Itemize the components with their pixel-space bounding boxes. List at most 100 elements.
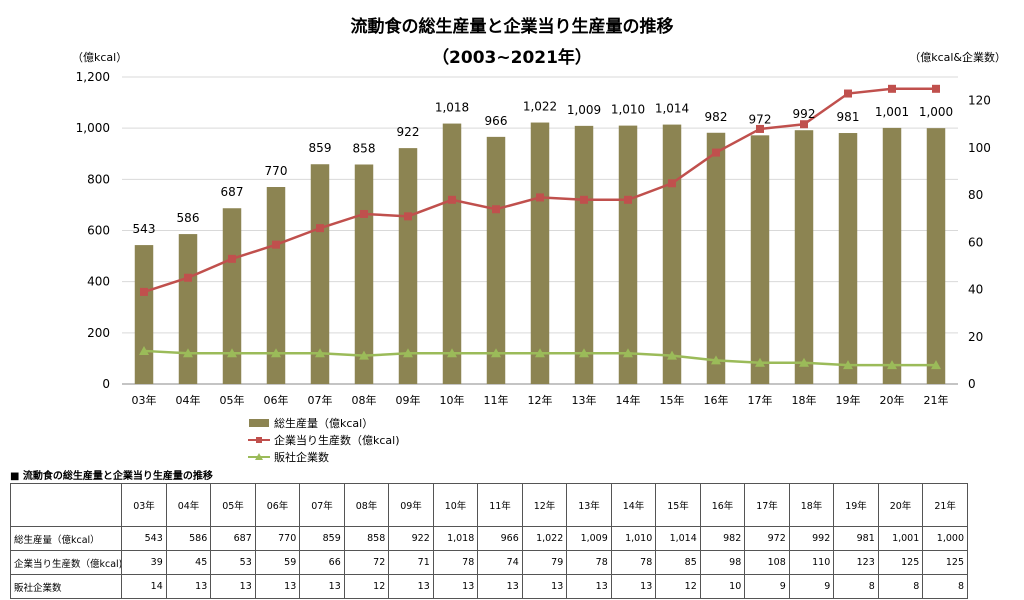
table-header-cell: 19年: [833, 483, 879, 527]
table-cell: 13: [610, 574, 657, 599]
table-row-label: 企業当り生産数（億kcal): [9, 550, 123, 575]
bar: [618, 125, 638, 384]
x-tick-label: 20年: [880, 393, 905, 407]
bar: [750, 135, 770, 384]
x-tick-label: 06年: [264, 393, 289, 407]
table-cell: 45: [165, 550, 212, 575]
table-header-cell: 15年: [655, 483, 701, 527]
chart-legend: 総生産量（億kcal） 企業当り生産数（億kcal) 販社企業数: [248, 414, 400, 465]
legend-item-companies: 販社企業数: [248, 448, 400, 465]
bar-data-label: 982: [705, 110, 728, 124]
y-right-tick-label: 60: [968, 235, 983, 249]
per-company-point: [932, 84, 940, 93]
companies-point: [491, 348, 501, 358]
table-cell: 13: [432, 574, 479, 599]
x-tick-label: 18年: [792, 393, 817, 407]
per-company-point: [712, 148, 720, 157]
table-cell: 992: [788, 526, 835, 551]
table-cell: 770: [254, 526, 301, 551]
bar-data-label: 1,000: [919, 105, 953, 119]
table-cell: 859: [299, 526, 345, 551]
table-header-cell: 07年: [299, 483, 345, 527]
table-cell: 14: [121, 574, 167, 599]
table-header-cell: 06年: [254, 483, 301, 527]
table-cell: 966: [477, 526, 523, 551]
bar: [706, 132, 726, 384]
legend-bar-swatch: [249, 418, 269, 427]
bar: [398, 148, 418, 384]
bar: [486, 136, 506, 384]
bar-data-label: 687: [221, 185, 244, 199]
table-cell: 858: [343, 526, 390, 551]
table-cell: 1,014: [655, 526, 701, 551]
table-cell: 586: [165, 526, 212, 551]
table-header-cell: 14年: [610, 483, 657, 527]
x-tick-label: 17年: [748, 393, 773, 407]
per-company-point: [580, 195, 588, 204]
table-cell: 1,010: [610, 526, 657, 551]
bar-data-label: 981: [837, 110, 860, 124]
table-cell: 123: [833, 550, 879, 575]
legend-item-bars: 総生産量（億kcal）: [248, 414, 400, 431]
bar: [530, 122, 550, 384]
combo-chart: 0 200 400 600 800 1,000 1,200 0 20 40 60 80 100 120 03…: [76, 70, 991, 407]
companies-point: [359, 350, 369, 360]
y-left-tick-label: 600: [87, 224, 110, 238]
per-company-point: [844, 89, 852, 98]
per-company-point: [492, 205, 500, 214]
bar-data-label: 922: [397, 125, 420, 139]
table-header-cell: 20年: [877, 483, 924, 527]
companies-point: [315, 348, 325, 358]
bar: [926, 128, 946, 384]
table-cell: 13: [210, 574, 256, 599]
per-company-point: [888, 84, 896, 93]
table-cell: 1,022: [521, 526, 568, 551]
legend-square-line-swatch: [248, 436, 270, 443]
table-cell: 982: [699, 526, 746, 551]
table-row: 総生産量（億kcal） 543 586 687 770 859 858 922 1,018 966…: [9, 526, 968, 551]
chart-title: 流動食の総生産量と企業当り生産量の推移: [350, 17, 674, 37]
bar-data-label: 966: [485, 114, 508, 128]
bar: [662, 124, 682, 385]
data-table: 03年 04年 05年 06年 07年 08年 09年 10年 11年 12年 13年 14年 15年 1…: [9, 483, 968, 599]
table-header-cell: 04年: [165, 483, 212, 527]
table-cell: 72: [343, 550, 390, 575]
x-tick-label: 11年: [484, 393, 509, 407]
bar: [442, 123, 462, 384]
x-tick-label: 14年: [616, 393, 641, 407]
table-cell: 13: [254, 574, 301, 599]
legend-label: 企業当り生産数（億kcal): [274, 433, 400, 447]
table-cell: 972: [744, 526, 790, 551]
bar: [266, 187, 286, 384]
bar: [574, 125, 594, 384]
x-tick-label: 08年: [352, 393, 377, 407]
table-cell: 1,009: [566, 526, 612, 551]
y-right-tick-label: 80: [968, 188, 983, 202]
bar-data-label: 1,009: [567, 103, 601, 117]
table-cell: 98: [699, 550, 746, 575]
table-cell: 8: [922, 574, 968, 599]
table-cell: 12: [655, 574, 701, 599]
per-company-point: [184, 273, 192, 282]
table-cell: 1,000: [922, 526, 968, 551]
x-tick-label: 21年: [924, 393, 949, 407]
legend-triangle-line-swatch: [248, 452, 270, 460]
table-cell: 53: [210, 550, 256, 575]
bar-data-label: 858: [353, 141, 376, 155]
bar: [354, 164, 374, 384]
table-cell: 78: [566, 550, 612, 575]
table-cell: 79: [521, 550, 568, 575]
table-cell: 13: [388, 574, 434, 599]
companies-point: [183, 348, 193, 358]
bar: [310, 164, 330, 384]
bar: [222, 208, 242, 384]
table-cell: 13: [566, 574, 612, 599]
bar-data-label: 586: [177, 211, 200, 225]
table-cell: 1,001: [877, 526, 924, 551]
x-tick-label: 16年: [704, 393, 729, 407]
companies-point: [843, 360, 853, 370]
table-cell: 9: [788, 574, 835, 599]
table-header-cell: 10年: [432, 483, 479, 527]
table-cell: 8: [833, 574, 879, 599]
table-cell: 13: [299, 574, 345, 599]
